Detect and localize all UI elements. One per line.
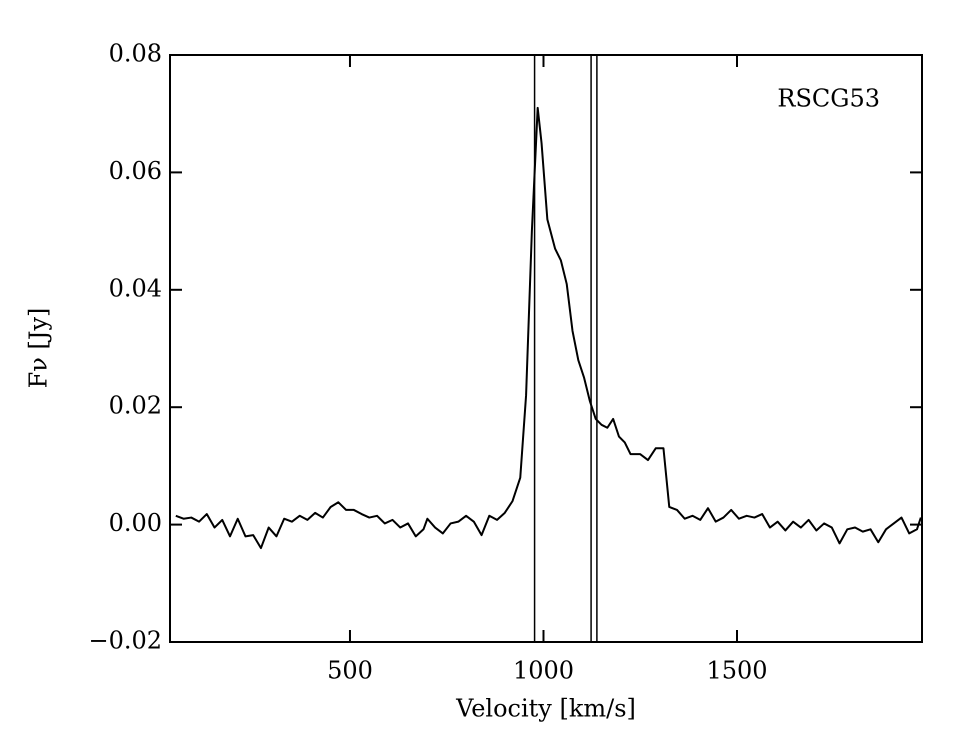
y-tick-label: −0.02 bbox=[88, 627, 162, 655]
x-tick-label: 500 bbox=[327, 657, 373, 685]
y-tick-label: 0.04 bbox=[109, 274, 162, 302]
y-tick-label: 0.02 bbox=[109, 392, 162, 420]
y-tick-label: 0.08 bbox=[109, 40, 162, 68]
x-tick-label: 1500 bbox=[706, 657, 767, 685]
y-tick-label: 0.06 bbox=[109, 157, 162, 185]
y-axis-label: Fν [Jy] bbox=[25, 308, 53, 389]
data-line bbox=[175, 106, 922, 550]
annotation: RSCG53 bbox=[777, 85, 880, 113]
x-axis-label: Velocity [km/s] bbox=[455, 695, 636, 723]
plot-frame bbox=[169, 54, 923, 643]
x-tick-label: 1000 bbox=[513, 657, 574, 685]
y-tick-label: 0.00 bbox=[109, 509, 162, 537]
